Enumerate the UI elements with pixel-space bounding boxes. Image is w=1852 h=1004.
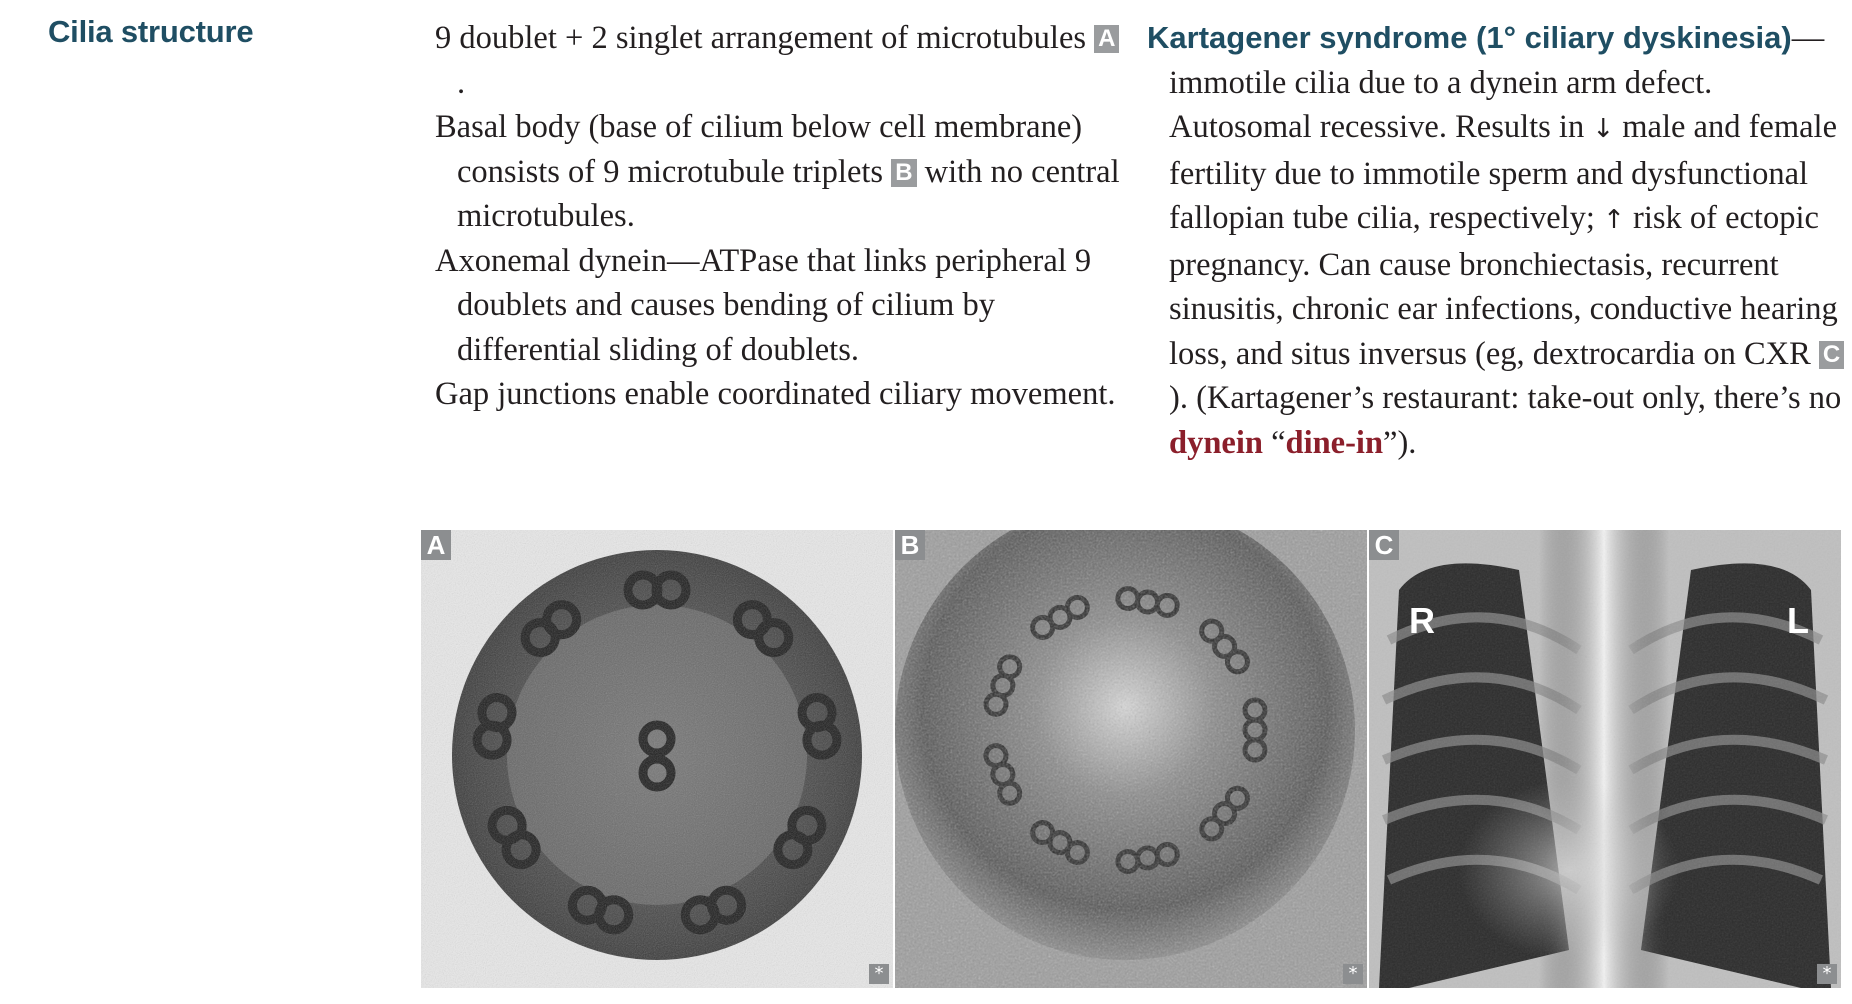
copyright-star-icon: * xyxy=(1343,964,1363,984)
arrow-down-icon: ↓ xyxy=(1592,114,1615,144)
paragraph-doublet-arrangement: 9 doublet + 2 singlet arrangement of mic… xyxy=(435,16,1125,105)
p1-text: 9 doublet + 2 singlet arrangement of mic… xyxy=(435,20,1087,56)
paragraph-gap-junctions: Gap junctions enable coordinated ciliary… xyxy=(435,376,1116,412)
kart-text-3: risk of ectopic pregnancy. Can cause bro… xyxy=(1169,200,1838,372)
paragraph-basal-body: Basal body (base of cilium below cell me… xyxy=(435,105,1125,239)
panel-b-label: B xyxy=(895,530,925,560)
kart-text-6: ”). xyxy=(1383,424,1417,461)
ref-c-tag: C xyxy=(1818,340,1845,369)
kart-text-2: male and female fertility due to immotil… xyxy=(1169,109,1838,236)
arrow-up-icon: ↑ xyxy=(1603,205,1625,235)
panel-c-label: C xyxy=(1369,530,1399,560)
cilia-description-column: 9 doublet + 2 singlet arrangement of mic… xyxy=(435,16,1125,417)
kart-text-4: ). (Kartagener’s restaurant: take-out on… xyxy=(1169,380,1842,416)
title-dash: — xyxy=(1791,20,1825,56)
ref-b-tag: B xyxy=(891,158,917,187)
dine-in-highlight: dine-in xyxy=(1285,424,1384,461)
panel-a-cilium-micrograph: A * xyxy=(421,530,893,988)
copyright-star-icon: * xyxy=(1817,964,1837,984)
chest-xray-image xyxy=(1369,530,1841,988)
paragraph-axonemal-dynein: Axonemal dynein—ATPase that links periph… xyxy=(435,242,1092,368)
section-heading: Cilia structure xyxy=(48,14,254,49)
p1-end: . xyxy=(457,64,466,101)
p2-text: Basal body (base of cilium below cell me… xyxy=(435,109,1083,190)
kartagener-title: Kartagener syndrome (1° ciliary dyskines… xyxy=(1147,20,1792,55)
panel-c-chest-xray: C R L * xyxy=(1369,530,1841,988)
paragraph-kartagener: Kartagener syndrome (1° ciliary dyskines… xyxy=(1147,16,1847,465)
dynein-highlight: dynein xyxy=(1169,424,1263,461)
kart-text-1: immotile cilia due to a dynein arm defec… xyxy=(1169,64,1713,146)
xray-right-marker: R xyxy=(1409,600,1435,641)
cilium-cross-section-image xyxy=(421,530,893,988)
panel-b-basal-body-micrograph: B * xyxy=(895,530,1367,988)
p2-end: with no central microtubules. xyxy=(457,153,1120,235)
basal-body-image xyxy=(895,530,1367,988)
xray-left-marker: L xyxy=(1787,600,1809,641)
kart-text-5: “ xyxy=(1262,424,1286,461)
kartagener-column: Kartagener syndrome (1° ciliary dyskines… xyxy=(1147,16,1847,465)
copyright-star-icon: * xyxy=(869,964,889,984)
panel-a-label: A xyxy=(421,530,451,560)
ref-a-tag: A xyxy=(1094,25,1120,53)
